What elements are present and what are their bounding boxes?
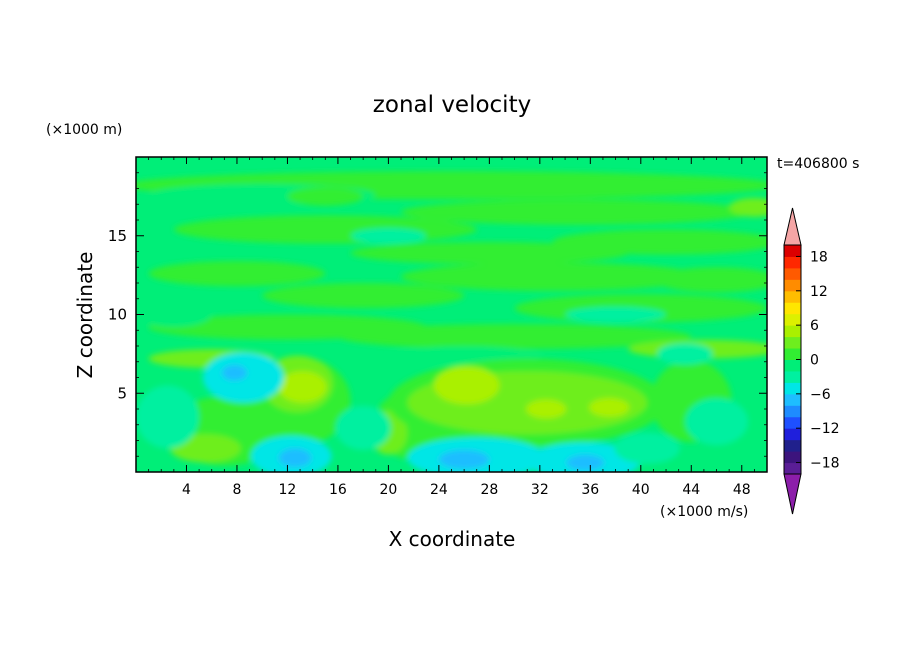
colorbar-bin xyxy=(784,279,801,292)
colorbar-bin xyxy=(784,290,801,303)
colorbar: 18 12 6 0 −6 −12 −18 xyxy=(783,207,840,515)
colorbar-tick-label: −6 xyxy=(810,387,831,403)
colorbar-bin xyxy=(784,370,801,383)
colorbar-tick-label: 6 xyxy=(810,318,819,334)
positive-velocity-region xyxy=(433,366,500,405)
x-unit-label: (×1000 m/s) xyxy=(660,504,748,520)
colorbar-bin xyxy=(784,462,801,475)
x-tick-label: 24 xyxy=(430,482,448,498)
positive-velocity-region xyxy=(148,260,326,287)
negative-velocity-region xyxy=(136,385,200,449)
negative-velocity-region xyxy=(136,301,212,328)
colorbar-bin xyxy=(784,336,801,349)
negative-velocity-region xyxy=(350,227,427,244)
positive-velocity-region xyxy=(525,399,567,419)
negative-velocity-region xyxy=(221,364,248,381)
time-label: t=406800 s xyxy=(777,156,859,172)
colorbar-bin xyxy=(784,405,801,418)
colorbar-bin xyxy=(784,359,801,372)
positive-velocity-region xyxy=(262,283,465,309)
negative-velocity-region xyxy=(565,306,667,323)
x-axis-label: X coordinate xyxy=(389,527,516,551)
positive-velocity-region xyxy=(173,215,477,244)
colorbar-bin xyxy=(784,451,801,464)
x-tick-label: 36 xyxy=(581,482,599,498)
colorbar-bin xyxy=(784,267,801,280)
positive-velocity-region xyxy=(653,267,767,293)
x-tick-label: 40 xyxy=(632,482,650,498)
colorbar-tick-label: −12 xyxy=(810,421,840,437)
x-tick-label: 8 xyxy=(232,482,241,498)
y-axis: 5 10 15 xyxy=(108,172,767,457)
colorbar-bin xyxy=(784,382,801,395)
x-tick-label: 12 xyxy=(279,482,297,498)
positive-velocity-region xyxy=(170,434,241,463)
y-tick-label: 10 xyxy=(108,306,127,324)
y-axis-label: Z coordinate xyxy=(73,252,97,379)
colorbar-bin xyxy=(784,416,801,429)
colorbar-bin xyxy=(784,439,801,452)
positive-velocity-region xyxy=(350,242,629,265)
chart-title: zonal velocity xyxy=(373,92,531,118)
positive-velocity-region xyxy=(337,323,692,350)
colorbar-tick-label: 12 xyxy=(810,284,828,300)
x-tick-label: 16 xyxy=(329,482,347,498)
negative-velocity-region xyxy=(657,342,713,365)
y-unit-label: (×1000 m) xyxy=(46,122,122,138)
x-tick-label: 48 xyxy=(733,482,751,498)
negative-velocity-region xyxy=(278,448,312,468)
positive-velocity-region xyxy=(278,371,327,403)
positive-velocity-region xyxy=(589,397,630,417)
x-tick-label: 32 xyxy=(531,482,549,498)
x-tick-label: 44 xyxy=(682,482,700,498)
colorbar-bin xyxy=(784,302,801,315)
positive-velocity-region xyxy=(401,199,755,225)
colorbar-bin xyxy=(784,256,801,269)
positive-velocity-region xyxy=(401,262,704,291)
positive-velocity-region xyxy=(729,197,767,217)
negative-velocity-region xyxy=(438,449,490,469)
y-tick-label: 5 xyxy=(117,384,127,402)
colorbar-tick-label: 0 xyxy=(810,353,819,369)
colorbar-tick-label: −18 xyxy=(810,456,840,472)
negative-velocity-region xyxy=(335,405,391,450)
colorbar-bin xyxy=(784,348,801,360)
negative-velocity-region xyxy=(614,432,680,465)
colorbar-bin xyxy=(784,428,801,441)
plot-field xyxy=(136,157,767,472)
x-tick-label: 4 xyxy=(182,482,191,498)
negative-velocity-region xyxy=(684,397,749,446)
field-blobs xyxy=(136,171,767,472)
x-axis: 4 8 12 16 20 24 28 32 36 40 44 48 xyxy=(148,157,755,498)
colorbar-bin xyxy=(784,393,801,406)
colorbar-under-arrow xyxy=(783,473,802,515)
x-tick-label: 28 xyxy=(480,482,498,498)
y-tick-label: 15 xyxy=(108,227,127,245)
colorbar-over-arrow xyxy=(783,207,802,246)
colorbar-bin xyxy=(784,325,801,338)
negative-velocity-region xyxy=(566,454,605,471)
x-tick-label: 20 xyxy=(379,482,397,498)
colorbar-tick-label: 18 xyxy=(810,249,828,265)
colorbar-bin xyxy=(784,313,801,326)
positive-velocity-region xyxy=(287,186,364,206)
colorbar-bin xyxy=(784,245,801,257)
